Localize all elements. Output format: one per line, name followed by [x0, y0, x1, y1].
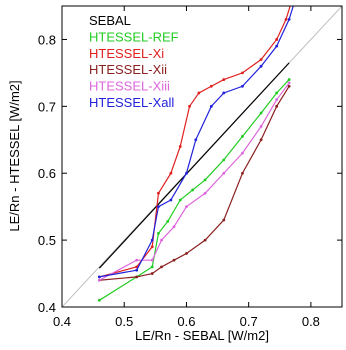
data-point	[209, 104, 213, 108]
series-sebal	[98, 62, 290, 269]
x-axis-label: LE/Rn - SEBAL [W/m2]	[135, 328, 269, 343]
data-point	[172, 258, 176, 262]
data-point	[185, 171, 188, 175]
data-point	[284, 17, 288, 21]
x-tick-label: 0.4	[53, 314, 71, 329]
y-tick-label: 0.8	[38, 32, 56, 47]
data-point	[172, 225, 176, 229]
legend-entry-htessel-xi: HTESSEL-Xi	[89, 46, 164, 61]
data-point	[209, 84, 213, 88]
series-line-htessel-xall	[99, 6, 294, 278]
data-point	[287, 81, 291, 85]
legend-entry-htessel-xall: HTESSEL-Xall	[89, 95, 174, 110]
y-axis-label: LE/Rn - HTESSEL [W/m2]	[7, 80, 22, 231]
plot-frame	[61, 5, 343, 308]
data-point	[97, 298, 101, 302]
x-tick-label: 0.8	[302, 314, 320, 329]
data-point	[275, 44, 279, 48]
data-point	[222, 78, 226, 81]
data-point	[150, 238, 154, 242]
data-point	[157, 232, 160, 235]
data-point	[160, 265, 163, 269]
data-point	[191, 188, 195, 192]
data-point	[259, 138, 263, 142]
data-point	[160, 238, 163, 242]
data-point	[197, 91, 201, 95]
legend-entry-htessel-ref: HTESSEL-REF	[89, 29, 179, 44]
data-point	[287, 17, 291, 21]
y-tick-label: 0.5	[38, 233, 56, 248]
data-point	[150, 245, 154, 249]
data-point	[287, 84, 291, 88]
data-point	[178, 198, 182, 202]
series-htessel-xii	[97, 84, 291, 282]
data-point	[166, 219, 170, 223]
x-tick-label: 0.6	[177, 314, 195, 329]
data-point	[135, 268, 139, 272]
x-tick-label: 0.5	[115, 314, 133, 329]
data-point	[169, 198, 173, 202]
series-line-htessel-xiii	[99, 82, 290, 281]
data-point	[194, 138, 198, 142]
data-point	[150, 272, 154, 275]
data-point	[275, 104, 279, 108]
data-point	[222, 91, 226, 95]
data-point	[241, 151, 244, 155]
series-line-htessel-xii	[99, 85, 290, 281]
series-htessel-ref	[97, 78, 291, 302]
data-point	[241, 84, 244, 88]
data-point	[241, 71, 244, 75]
data-point	[222, 158, 226, 162]
data-point	[135, 275, 139, 279]
data-point	[259, 125, 263, 128]
data-point	[222, 171, 226, 175]
data-point	[241, 171, 244, 175]
data-point	[203, 191, 207, 195]
data-point	[287, 78, 291, 81]
y-tick-label: 0.6	[38, 166, 56, 181]
data-point	[150, 258, 154, 262]
legend-entry-htessel-xii: HTESSEL-Xii	[89, 62, 167, 77]
data-point	[294, 0, 297, 1]
data-point	[150, 265, 154, 269]
data-point	[275, 91, 279, 95]
data-point	[157, 205, 160, 209]
data-point	[291, 0, 294, 1]
data-point	[241, 135, 244, 138]
data-point	[188, 104, 191, 108]
data-point	[97, 278, 101, 282]
series-line-sebal	[98, 62, 290, 269]
data-point	[275, 38, 279, 41]
y-tick-label: 0.7	[38, 99, 56, 114]
legend-entry-sebal: SEBAL	[89, 13, 131, 28]
data-point	[178, 145, 182, 148]
series-htessel-xiii	[97, 81, 291, 282]
x-tick-label: 0.7	[240, 314, 258, 329]
data-point	[135, 258, 139, 262]
data-point	[275, 98, 279, 102]
data-point	[203, 238, 207, 242]
data-point	[259, 111, 263, 115]
data-point	[97, 275, 101, 279]
data-point	[259, 58, 263, 61]
data-point	[222, 218, 226, 222]
legend-entry-htessel-xiii: HTESSEL-Xiii	[89, 79, 170, 94]
series-htessel-xall	[97, 0, 297, 279]
data-point	[259, 64, 263, 68]
data-point	[203, 178, 207, 182]
data-point	[185, 252, 188, 255]
data-point	[169, 171, 173, 175]
y-tick-label: 0.4	[38, 300, 56, 315]
data-point	[157, 191, 160, 195]
data-point	[185, 205, 188, 209]
